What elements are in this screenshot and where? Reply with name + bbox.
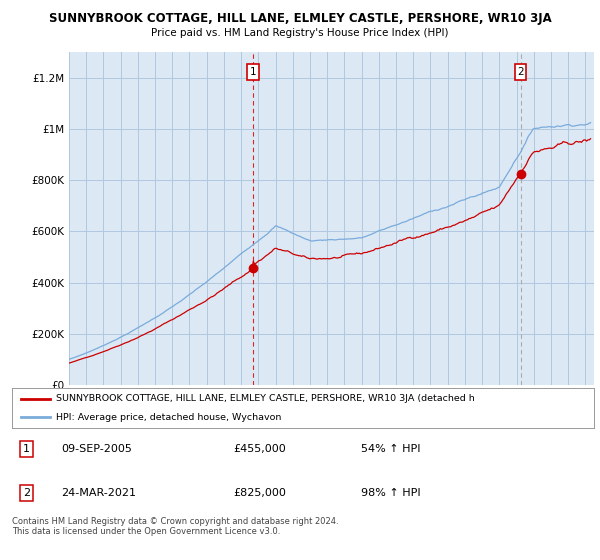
Text: Price paid vs. HM Land Registry's House Price Index (HPI): Price paid vs. HM Land Registry's House … bbox=[151, 28, 449, 38]
Text: 2: 2 bbox=[23, 488, 30, 498]
Text: HPI: Average price, detached house, Wychavon: HPI: Average price, detached house, Wych… bbox=[56, 413, 281, 422]
Text: 1: 1 bbox=[250, 67, 256, 77]
Text: SUNNYBROOK COTTAGE, HILL LANE, ELMLEY CASTLE, PERSHORE, WR10 3JA: SUNNYBROOK COTTAGE, HILL LANE, ELMLEY CA… bbox=[49, 12, 551, 25]
Text: 2: 2 bbox=[517, 67, 524, 77]
Text: SUNNYBROOK COTTAGE, HILL LANE, ELMLEY CASTLE, PERSHORE, WR10 3JA (detached h: SUNNYBROOK COTTAGE, HILL LANE, ELMLEY CA… bbox=[56, 394, 475, 403]
Text: 54% ↑ HPI: 54% ↑ HPI bbox=[361, 444, 421, 454]
Text: 98% ↑ HPI: 98% ↑ HPI bbox=[361, 488, 421, 498]
Text: 24-MAR-2021: 24-MAR-2021 bbox=[61, 488, 136, 498]
Text: £825,000: £825,000 bbox=[233, 488, 286, 498]
Text: 09-SEP-2005: 09-SEP-2005 bbox=[61, 444, 133, 454]
Text: Contains HM Land Registry data © Crown copyright and database right 2024.
This d: Contains HM Land Registry data © Crown c… bbox=[12, 517, 338, 536]
Text: £455,000: £455,000 bbox=[233, 444, 286, 454]
Text: 1: 1 bbox=[23, 444, 30, 454]
